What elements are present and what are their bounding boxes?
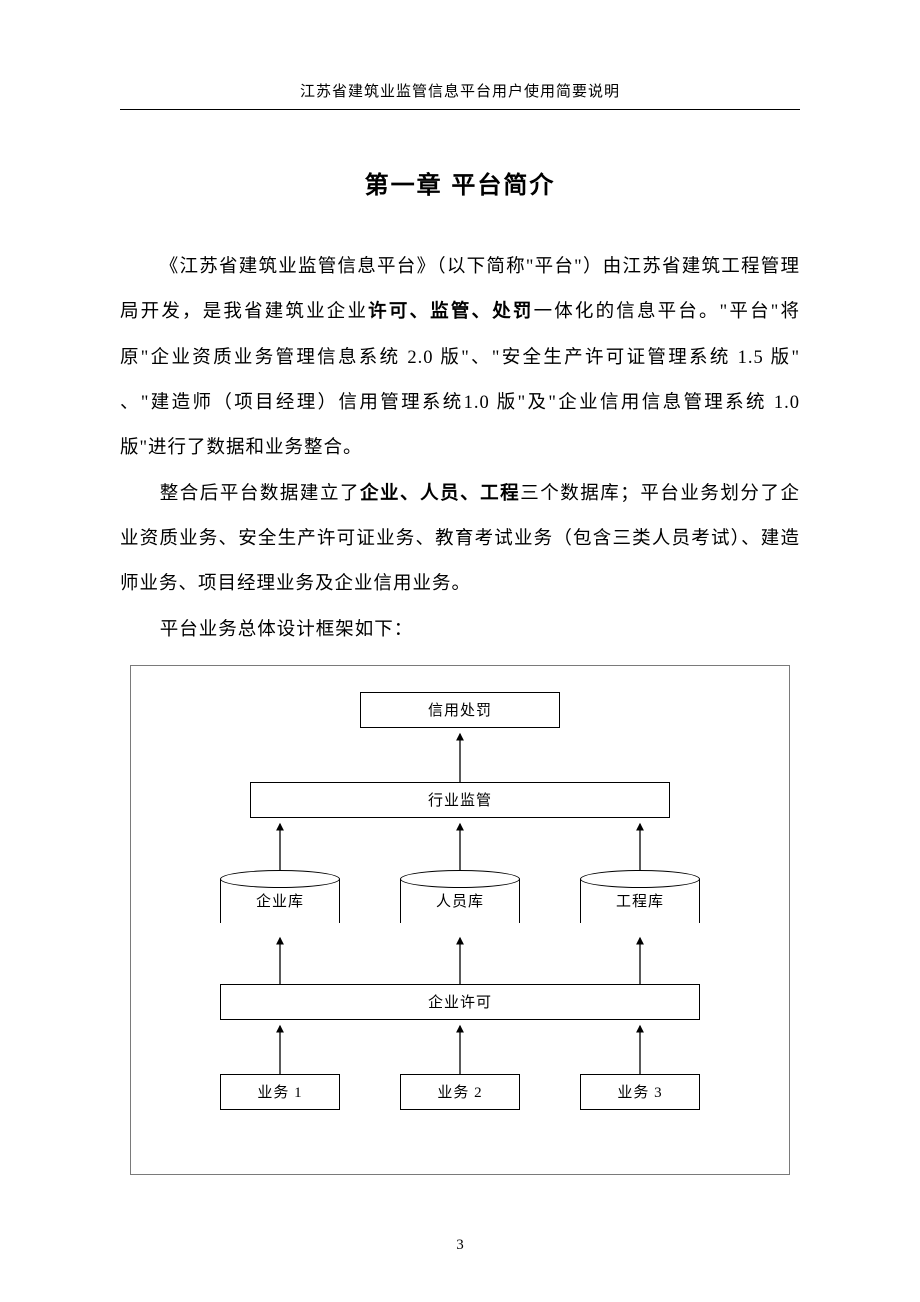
node-permit: 企业许可 [220, 984, 700, 1020]
paragraph-1: 《江苏省建筑业监管信息平台》（以下简称"平台"）由江苏省建筑工程管理局开发，是我… [120, 245, 800, 472]
paragraph-3: 平台业务总体设计框架如下： [120, 608, 800, 653]
flowchart: 信用处罚行业监管企业库人员库工程库企业许可业务 1 业务 2 业务 3 [165, 692, 755, 1132]
paragraph-2: 整合后平台数据建立了企业、人员、工程三个数据库；平台业务划分了企业资质业务、安全… [120, 472, 800, 608]
node-b3: 业务 3 [580, 1074, 700, 1110]
diagram-container: 信用处罚行业监管企业库人员库工程库企业许可业务 1 业务 2 业务 3 [130, 665, 790, 1175]
db-node-db3: 工程库 [580, 870, 700, 932]
node-top: 信用处罚 [360, 692, 560, 728]
node-mid: 行业监管 [250, 782, 670, 818]
document-page: 江苏省建筑业监管信息平台用户使用简要说明 第一章 平台简介 《江苏省建筑业监管信… [0, 0, 920, 1235]
node-b2: 业务 2 [400, 1074, 520, 1110]
page-number: 3 [0, 1237, 920, 1254]
db-node-db2: 人员库 [400, 870, 520, 932]
page-header: 江苏省建筑业监管信息平台用户使用简要说明 [120, 80, 800, 110]
chapter-title: 第一章 平台简介 [120, 165, 800, 200]
node-b1: 业务 1 [220, 1074, 340, 1110]
db-node-db1: 企业库 [220, 870, 340, 932]
